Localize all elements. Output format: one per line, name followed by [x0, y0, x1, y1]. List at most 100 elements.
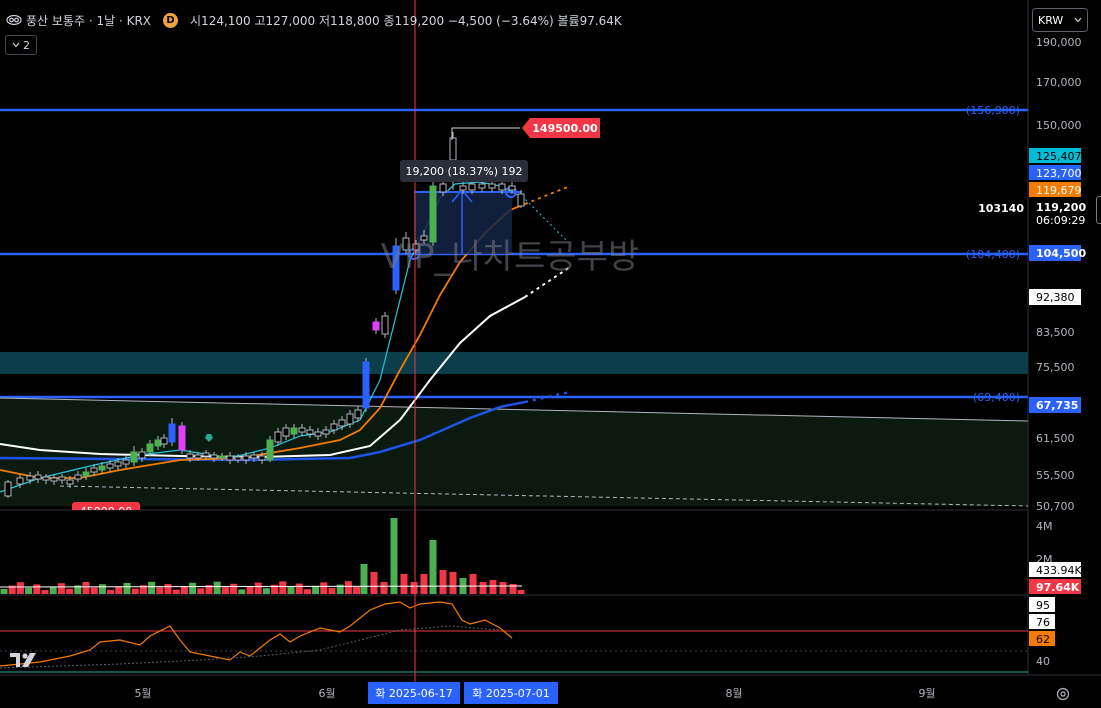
- candle[interactable]: [98, 465, 106, 471]
- candle[interactable]: [242, 455, 250, 461]
- ema-slow-line[interactable]: [0, 296, 526, 459]
- volume-bar[interactable]: [400, 574, 408, 594]
- volume-bar[interactable]: [0, 589, 8, 594]
- price-axis[interactable]: 190,000 170,000 150,000 83,500 75,500 61…: [1029, 36, 1087, 668]
- candle[interactable]: [274, 431, 282, 443]
- tradingview-logo-icon[interactable]: [10, 649, 42, 669]
- volume-bar[interactable]: [479, 582, 487, 594]
- candle[interactable]: [338, 419, 346, 427]
- volume-bar[interactable]: [115, 586, 123, 594]
- time-axis[interactable]: 5월 6월 8월 9월 화 2025-06-17 화 2025-07-01: [134, 682, 936, 704]
- volume-bar[interactable]: [131, 588, 139, 594]
- candle[interactable]: [354, 409, 362, 419]
- volume-bar[interactable]: [107, 589, 115, 594]
- volume-bar[interactable]: [320, 582, 328, 594]
- symbol-title[interactable]: 풍산 보통주 · 1날 · KRX: [26, 13, 152, 28]
- volume-bar[interactable]: [156, 587, 164, 594]
- candle[interactable]: [478, 183, 486, 189]
- candle[interactable]: [16, 477, 24, 485]
- volume-bar[interactable]: [25, 587, 33, 594]
- currency-select[interactable]: KRW: [1032, 8, 1088, 32]
- volume-bar[interactable]: [189, 582, 197, 594]
- candle[interactable]: [449, 137, 457, 161]
- volume-bar[interactable]: [287, 587, 295, 594]
- candle[interactable]: [306, 429, 314, 435]
- candle[interactable]: [50, 477, 58, 482]
- candle[interactable]: [146, 443, 154, 453]
- candle[interactable]: [402, 237, 410, 251]
- candle[interactable]: [266, 439, 274, 461]
- candle[interactable]: [498, 183, 506, 191]
- volume-bar[interactable]: [221, 587, 229, 594]
- volume-bar[interactable]: [90, 587, 98, 594]
- candle[interactable]: [42, 476, 50, 481]
- volume-bar[interactable]: [353, 586, 361, 594]
- candle[interactable]: [58, 476, 66, 481]
- trendline[interactable]: [0, 397, 1029, 422]
- volume-bar[interactable]: [8, 585, 16, 594]
- candle[interactable]: [314, 431, 322, 437]
- candle[interactable]: [106, 463, 114, 469]
- candle[interactable]: [330, 423, 338, 431]
- volume-bar[interactable]: [205, 585, 213, 594]
- volume-bar[interactable]: [370, 572, 378, 594]
- volume-bar[interactable]: [172, 589, 180, 594]
- candle[interactable]: [420, 235, 428, 241]
- candle[interactable]: [459, 185, 467, 191]
- volume-bar[interactable]: [254, 582, 262, 594]
- candle[interactable]: [488, 183, 496, 189]
- candle[interactable]: [392, 245, 400, 291]
- volume-bar[interactable]: [344, 581, 352, 594]
- indicators-collapse-button[interactable]: 2: [5, 35, 37, 55]
- volume-bar[interactable]: [123, 583, 131, 594]
- volume-bar[interactable]: [279, 581, 287, 594]
- volume-bar[interactable]: [180, 586, 188, 594]
- candle[interactable]: [210, 454, 218, 459]
- candle[interactable]: [429, 185, 437, 243]
- candle[interactable]: [439, 183, 447, 193]
- candle[interactable]: [34, 474, 42, 480]
- candle[interactable]: [218, 455, 226, 459]
- candle[interactable]: [122, 459, 130, 465]
- candle[interactable]: [250, 454, 258, 459]
- dashed-support-line[interactable]: [59, 485, 1029, 507]
- ema-long-line[interactable]: [0, 400, 526, 462]
- candle[interactable]: [226, 455, 234, 461]
- volume-bar[interactable]: [66, 588, 74, 594]
- candle[interactable]: [194, 454, 202, 459]
- candle[interactable]: [26, 475, 34, 481]
- volume-bar[interactable]: [517, 590, 525, 594]
- volume-bar[interactable]: [98, 584, 106, 594]
- gear-icon[interactable]: [1055, 686, 1071, 702]
- candle[interactable]: [372, 321, 380, 331]
- candle[interactable]: [90, 467, 98, 473]
- volume-bar[interactable]: [262, 588, 270, 594]
- volume-bar[interactable]: [303, 589, 311, 594]
- candle[interactable]: [82, 471, 90, 477]
- candle[interactable]: [66, 479, 74, 485]
- candle[interactable]: [412, 243, 420, 251]
- volume-bar[interactable]: [390, 518, 398, 594]
- volume-bar[interactable]: [328, 588, 336, 594]
- volume-bar[interactable]: [213, 581, 221, 594]
- volume-series[interactable]: [0, 518, 525, 594]
- candle[interactable]: [202, 452, 210, 457]
- candle[interactable]: [138, 451, 146, 459]
- volume-bar[interactable]: [420, 574, 428, 594]
- eye-icon[interactable]: [6, 14, 22, 26]
- volume-bar[interactable]: [410, 582, 418, 594]
- volume-bar[interactable]: [449, 572, 457, 594]
- volume-bar[interactable]: [74, 585, 82, 594]
- candle[interactable]: [290, 427, 298, 435]
- candle[interactable]: [186, 453, 194, 459]
- volume-bar[interactable]: [41, 590, 49, 594]
- symbol-header[interactable]: 풍산 보통주 · 1날 · KRX D 시124,100 고127,000 저1…: [6, 10, 622, 30]
- candle[interactable]: [468, 183, 476, 191]
- volume-bar[interactable]: [509, 584, 517, 594]
- candlestick-series[interactable]: [4, 132, 525, 498]
- volume-bar[interactable]: [16, 582, 24, 594]
- rsi-line[interactable]: [0, 601, 513, 667]
- candle[interactable]: [154, 439, 162, 447]
- volume-bar[interactable]: [164, 584, 172, 594]
